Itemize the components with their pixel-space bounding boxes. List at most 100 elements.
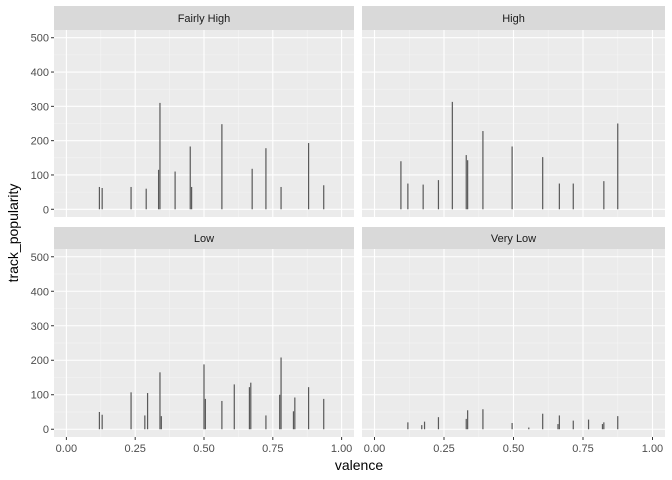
bar [265,148,267,210]
bar [280,186,282,210]
bar [221,124,223,210]
bar [307,143,310,210]
bar [558,183,560,210]
bar [292,411,295,430]
bar [265,415,267,430]
facet-panel-3: Low 0 100 200 300 400 500 0.00 0.25 0.50 0.75 1.00 [31,227,354,455]
bar [159,102,161,210]
bar [191,186,193,210]
bar [98,411,101,430]
bar [279,394,281,430]
bar [294,397,296,430]
y-tick-label: 100 [31,170,49,182]
facet-strip [54,227,354,249]
y-tick-label: 400 [31,67,49,79]
y-axis-title: track_popularity [5,184,21,283]
bar [307,387,310,430]
x-tick-label: 0.25 [124,443,145,455]
x-tick-label: 1.00 [331,443,352,455]
bar [421,425,423,430]
bar [617,123,619,210]
bar [587,419,590,430]
bar [101,188,103,210]
y-tick-label: 300 [31,321,49,333]
x-tick-label: 0.50 [503,443,524,455]
x-tick-label: 0.75 [262,443,283,455]
bar [451,101,453,210]
y-tick-label: 500 [31,33,49,45]
facet-strip [362,227,665,249]
bar [542,413,544,430]
bar [101,414,103,430]
bar [98,186,101,210]
facet-strip-label: High [502,13,525,25]
bar [323,185,325,210]
bar [280,357,282,430]
facet-strip-label: Low [194,233,214,245]
facet-panel-1: Fairly High 0 100 200 300 400 500 [31,6,354,217]
facet-strip [362,6,665,30]
bar [603,181,605,210]
x-tick-label: 0.25 [433,443,454,455]
bar [323,398,325,430]
y-tick-label: 500 [31,252,49,264]
bar [423,421,426,430]
bar [204,398,206,430]
bar [145,188,147,210]
bar [130,392,132,430]
x-tick-label: 0.00 [364,443,385,455]
facet-panel-4: Very Low 0.00 0.25 0.50 0.75 1.00 [362,227,665,455]
bar [572,183,574,210]
bar [422,184,424,210]
bar [528,427,530,430]
facet-strip-label: Very Low [491,233,536,245]
y-tick-label: 0 [43,204,49,216]
y-tick-label: 0 [43,424,49,436]
bar [174,171,176,210]
bar [157,169,160,210]
facet-panel-2: High [362,6,665,217]
bar [465,418,467,430]
facet-panels: Fairly High 0 100 200 300 400 500 High Low 0 100 20… [31,6,665,455]
bar [251,168,253,210]
bar [437,180,440,210]
bar [465,155,467,210]
bar [601,424,604,430]
bar [558,415,560,430]
x-tick-label: 0.75 [572,443,593,455]
facet-strip [54,6,354,30]
bar [248,387,251,430]
bar [159,372,161,430]
bar [250,382,252,430]
bar [437,417,440,430]
y-tick-label: 300 [31,101,49,113]
bar [144,415,146,430]
y-tick-label: 100 [31,390,49,402]
bar [233,384,235,430]
bar [467,410,469,430]
bar [557,424,559,430]
bar [203,364,205,430]
bar [130,186,132,210]
y-tick-label: 200 [31,136,49,148]
x-axis-title: valence [335,457,383,473]
bar [482,131,484,210]
bar [542,157,544,210]
bar [603,422,605,430]
x-tick-label: 1.00 [642,443,663,455]
bar [160,416,162,430]
bar [221,400,223,430]
x-tick-label: 0.00 [56,443,77,455]
bar [407,183,409,210]
bar [617,416,619,430]
bar [511,146,513,210]
x-tick-label: 0.50 [193,443,214,455]
bar [146,393,149,430]
bar [467,160,469,210]
bar [407,422,409,430]
bar [572,420,574,430]
bar [511,423,513,430]
bar [189,146,191,210]
facet-strip-label: Fairly High [178,13,231,25]
